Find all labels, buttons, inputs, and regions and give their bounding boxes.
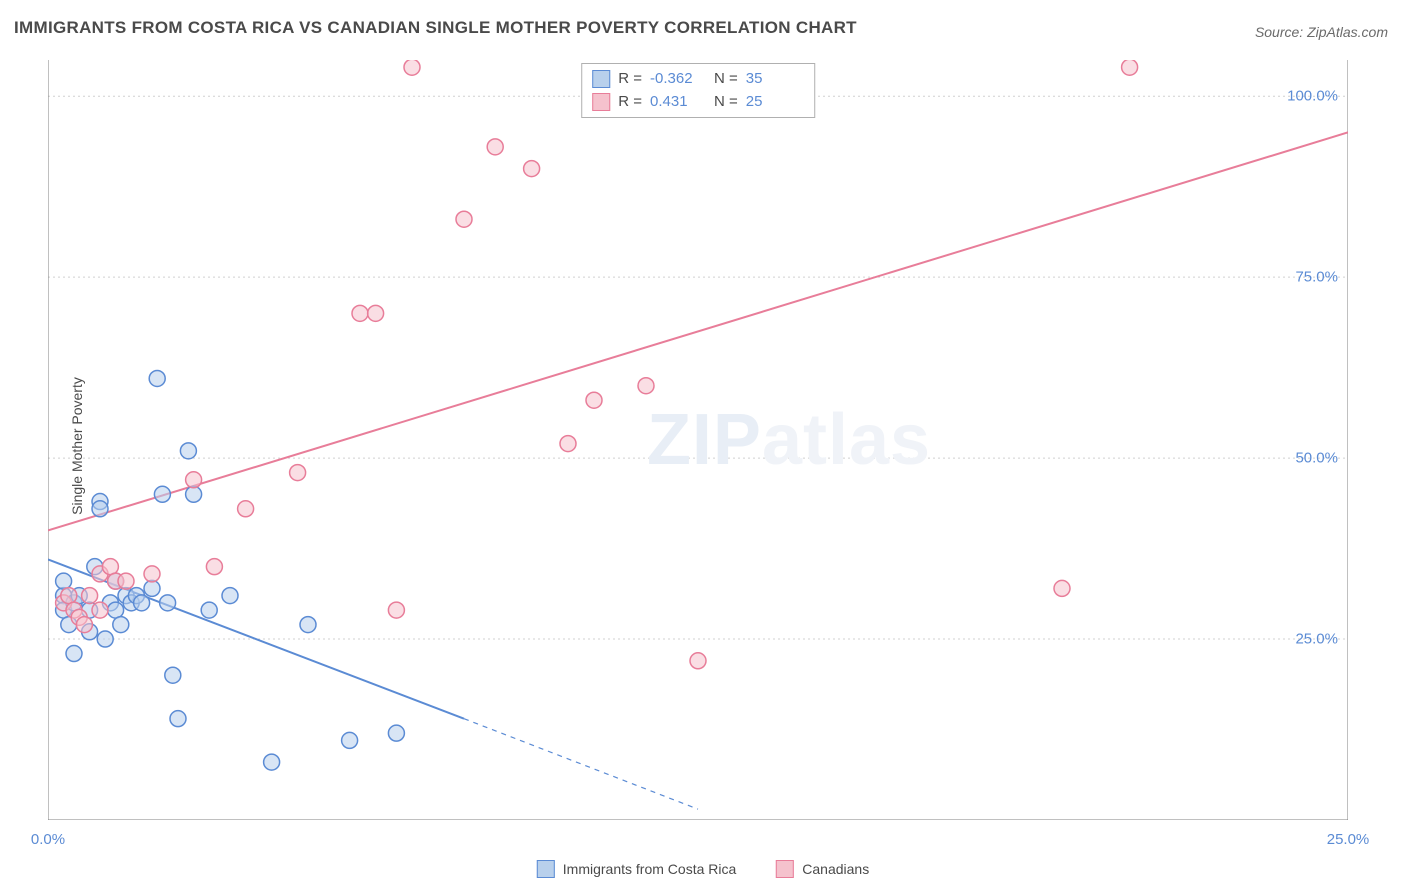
legend-label: Canadians [802,861,869,877]
x-tick-label: 0.0% [31,831,65,848]
x-tick-label: 25.0% [1327,831,1370,848]
bottom-legend: Immigrants from Costa Rica Canadians [537,860,869,878]
stats-row: R =-0.362N =35 [592,68,802,91]
legend-swatch [537,860,555,878]
legend-item: Canadians [776,860,869,878]
scatter-plot: ZIPatlas 25.0%50.0%75.0%100.0% 0.0%25.0%… [48,60,1348,820]
legend-swatch [776,860,794,878]
series-swatch [592,70,610,88]
legend-item: Immigrants from Costa Rica [537,860,736,878]
stats-row: R =0.431N =25 [592,91,802,114]
legend-label: Immigrants from Costa Rica [563,861,736,877]
chart-title: IMMIGRANTS FROM COSTA RICA VS CANADIAN S… [14,18,857,38]
y-tick-label: 100.0% [1287,88,1338,105]
series-swatch [592,93,610,111]
y-tick-label: 50.0% [1295,450,1338,467]
correlation-stats-box: R =-0.362N =35R =0.431N =25 [581,63,815,118]
source-attribution: Source: ZipAtlas.com [1255,24,1388,40]
y-tick-label: 25.0% [1295,631,1338,648]
y-tick-label: 75.0% [1295,269,1338,286]
chart-canvas [48,60,1348,820]
